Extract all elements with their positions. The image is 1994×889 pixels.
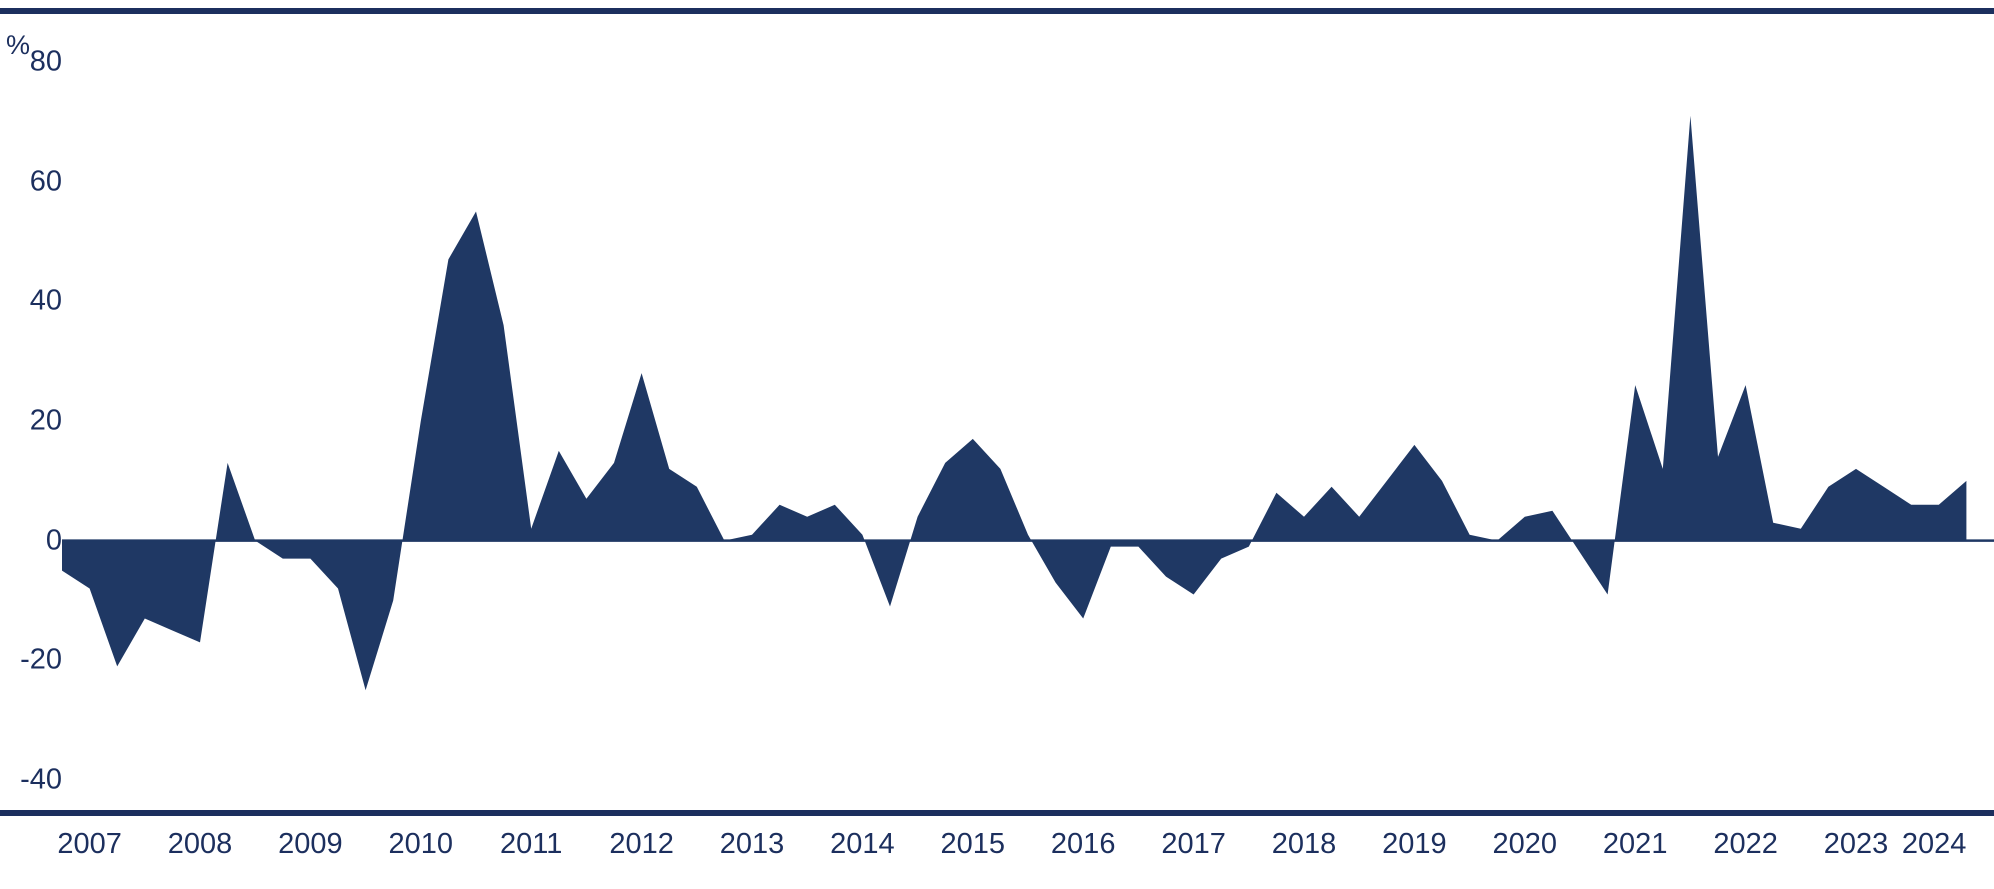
x-axis-tick: 2021 bbox=[1602, 828, 1668, 860]
plot-area bbox=[62, 14, 1994, 810]
x-axis-tick: 2014 bbox=[830, 828, 895, 860]
x-axis-tick: 2016 bbox=[1050, 828, 1116, 860]
x-axis-tick: 2019 bbox=[1382, 828, 1447, 860]
x-axis-tick: 2011 bbox=[500, 828, 563, 860]
x-axis-tick: 2009 bbox=[278, 828, 343, 860]
top-border-rule bbox=[0, 8, 1994, 14]
y-axis-tick: 0 bbox=[45, 524, 62, 557]
x-axis-tick: 2022 bbox=[1713, 828, 1778, 860]
area-series-svg bbox=[62, 115, 1994, 691]
area-series-path bbox=[62, 115, 1967, 691]
x-axis-tick: 2023 bbox=[1823, 828, 1889, 860]
y-axis-tick: -40 bbox=[20, 763, 62, 796]
x-axis-tick: 2010 bbox=[388, 828, 454, 860]
y-axis-unit-label: % bbox=[6, 30, 31, 60]
x-axis-tick: 2007 bbox=[57, 828, 122, 860]
x-axis-tick-labels: 2007 2008 2009 2010 2011 2012 2013 2014 2015 2016… bbox=[0, 826, 1994, 886]
y-axis-tick: 40 bbox=[29, 284, 62, 317]
y-axis-tick: 80 bbox=[29, 45, 62, 78]
x-axis-tick: 2008 bbox=[167, 828, 233, 860]
x-axis-tick: 2013 bbox=[719, 828, 785, 860]
y-axis-tick-labels: 80 60 40 20 0 -20 -40 bbox=[0, 0, 62, 812]
bottom-border-rule bbox=[0, 810, 1994, 816]
y-axis-tick: 60 bbox=[29, 165, 62, 198]
x-axis-tick: 2024 bbox=[1901, 828, 1967, 860]
x-axis-tick: 2018 bbox=[1271, 828, 1337, 860]
x-axis-tick: 2015 bbox=[940, 828, 1006, 860]
x-axis-tick: 2017 bbox=[1161, 828, 1226, 860]
y-axis-tick: -20 bbox=[20, 643, 62, 676]
x-axis-tick: 2020 bbox=[1492, 828, 1558, 860]
y-axis-tick: 20 bbox=[29, 404, 62, 437]
x-axis-tick: 2012 bbox=[609, 828, 674, 860]
